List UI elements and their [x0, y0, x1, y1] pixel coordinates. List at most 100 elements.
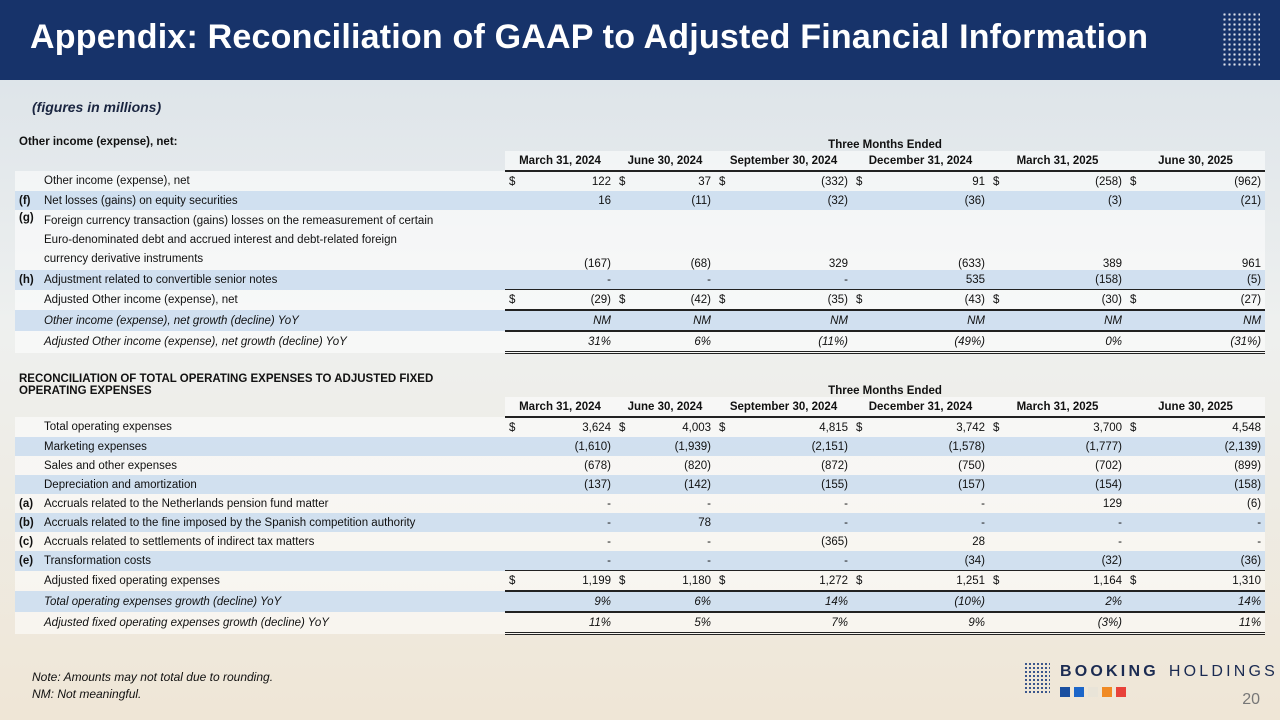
title-row: RECONCILIATION OF TOTAL OPERATING EXPENS…	[15, 373, 1265, 397]
value-cell: $4,003	[615, 417, 716, 437]
value: (365)	[719, 536, 848, 548]
value: -	[719, 498, 848, 510]
row-label: Sales and other expenses	[40, 456, 506, 475]
amount: 28	[972, 535, 986, 548]
value-cell: 7%	[715, 611, 853, 635]
table-body: RECONCILIATION OF TOTAL OPERATING EXPENS…	[15, 373, 1266, 635]
value: $122	[509, 176, 611, 188]
value-cell: 5%	[615, 611, 716, 635]
value: $ (43)	[856, 294, 985, 306]
amount: 389	[1102, 258, 1123, 270]
amount: 3,742	[956, 421, 986, 434]
amount: (27)	[1240, 293, 1262, 306]
logo-mark	[1024, 662, 1050, 694]
amount: (32)	[1101, 554, 1123, 567]
table-row: Sales and other expenses (678) (820) (872) (…	[15, 456, 1266, 475]
amount: -	[607, 516, 612, 529]
amount: 37	[698, 175, 712, 188]
value: (167)	[509, 258, 611, 270]
row-label: Adjusted fixed operating expenses	[40, 570, 506, 591]
value: 535	[856, 274, 985, 286]
amount: (34)	[964, 554, 986, 567]
amount: (872)	[821, 459, 849, 472]
table-row: Total operating expenses growth (decline…	[15, 590, 1266, 612]
row-ref-empty	[15, 331, 40, 353]
column-header: June 30, 2024	[615, 397, 716, 418]
amount: (11)	[691, 194, 712, 207]
currency: $	[856, 574, 863, 587]
value-cell: (2,139)	[1126, 437, 1266, 456]
value-cell: -	[505, 513, 616, 532]
table-row: Marketing expenses (1,610) (1,939) (2,151) (…	[15, 437, 1266, 456]
table-row: Other income (expense), net $122 $37 $ (332)…	[15, 171, 1266, 191]
brand-icon	[1088, 687, 1098, 697]
value: (1,610)	[509, 441, 611, 453]
row-ref-empty	[15, 310, 40, 331]
value-cell: 14%	[1126, 590, 1266, 612]
amount: -	[707, 535, 712, 548]
value-cell: NM	[715, 309, 853, 331]
amount: -	[981, 516, 986, 529]
value-cell: 0%	[989, 330, 1127, 354]
value-cell: -	[505, 494, 616, 513]
value-cell: -	[715, 551, 853, 571]
table-title-line: Other income (expense), net:	[19, 135, 178, 148]
brand-icon	[1116, 687, 1126, 697]
row-label-line: Euro-denominated debt and accrued intere…	[44, 234, 397, 246]
value-cell: (702)	[989, 456, 1127, 475]
value: $4,003	[619, 422, 711, 434]
column-header: December 31, 2024	[852, 151, 990, 172]
amount: 1,199	[582, 574, 612, 587]
value: (1,578)	[856, 441, 985, 453]
note: NM: Not meaningful.	[32, 687, 142, 701]
row-ref-empty	[15, 417, 40, 437]
currency: $	[719, 175, 726, 188]
value-cell: 78	[615, 513, 716, 532]
amount: 535	[965, 273, 986, 286]
value-cell: $ (962)	[1126, 171, 1266, 191]
value: 129	[993, 498, 1122, 510]
amount: (158)	[1095, 273, 1123, 286]
amount: (2,139)	[1224, 440, 1262, 453]
table-row: Other income (expense), net growth (decl…	[15, 309, 1266, 331]
value: -	[509, 274, 611, 286]
value: $ (962)	[1130, 176, 1261, 188]
value: (154)	[993, 479, 1122, 491]
value: 2%	[993, 596, 1122, 608]
value-cell: (49%)	[852, 330, 990, 354]
value: $1,164	[993, 575, 1122, 587]
amount: -	[844, 516, 849, 529]
table-row: (a) Accruals related to the Netherlands p…	[15, 494, 1266, 513]
amount: -	[707, 497, 712, 510]
value-cell: (5)	[1126, 270, 1266, 290]
value: $1,180	[619, 575, 711, 587]
value: 5%	[619, 617, 711, 629]
amount: (155)	[821, 478, 849, 491]
currency: $	[619, 574, 626, 587]
value: $4,815	[719, 422, 848, 434]
value-cell: (750)	[852, 456, 990, 475]
amount: NM	[830, 314, 849, 327]
row-label: Depreciation and amortization	[40, 475, 506, 494]
brand-icon	[1074, 687, 1084, 697]
amount: (820)	[684, 459, 712, 472]
value: 9%	[856, 617, 985, 629]
value: (31%)	[1130, 336, 1261, 348]
value: -	[993, 517, 1122, 529]
amount: 5%	[694, 616, 712, 629]
amount: -	[844, 497, 849, 510]
value-cell: -	[505, 270, 616, 290]
row-label: Other income (expense), net	[40, 171, 506, 191]
value-cell: (167)	[505, 210, 616, 270]
period-label: Three Months Ended	[828, 139, 942, 151]
value: (899)	[1130, 460, 1261, 472]
amount: 961	[1241, 258, 1262, 270]
value-cell: 11%	[505, 611, 616, 635]
value-cell: (3)	[989, 191, 1127, 210]
value-cell: -	[989, 513, 1127, 532]
row-ref-empty	[15, 171, 40, 191]
value-cell: NM	[505, 309, 616, 331]
column-header: June 30, 2024	[615, 151, 716, 172]
row-ref: (g)	[15, 210, 40, 270]
row-ref: (f)	[15, 191, 40, 210]
